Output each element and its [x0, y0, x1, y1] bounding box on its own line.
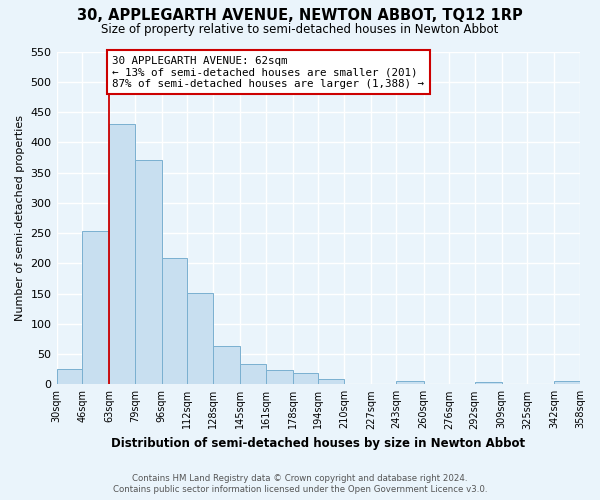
Bar: [135, 160, 162, 384]
Bar: [318, 380, 344, 384]
Text: Contains HM Land Registry data © Crown copyright and database right 2024.
Contai: Contains HM Land Registry data © Crown c…: [113, 474, 487, 494]
Text: 30, APPLEGARTH AVENUE, NEWTON ABBOT, TQ12 1RP: 30, APPLEGARTH AVENUE, NEWTON ABBOT, TQ1…: [77, 8, 523, 22]
Bar: [554, 382, 580, 384]
Bar: [397, 382, 424, 384]
Bar: [162, 258, 187, 384]
Bar: [266, 370, 293, 384]
Bar: [293, 373, 318, 384]
Bar: [475, 382, 502, 384]
Bar: [187, 293, 213, 384]
Bar: [109, 124, 135, 384]
X-axis label: Distribution of semi-detached houses by size in Newton Abbot: Distribution of semi-detached houses by …: [111, 437, 526, 450]
Bar: [240, 364, 266, 384]
Text: Size of property relative to semi-detached houses in Newton Abbot: Size of property relative to semi-detach…: [101, 22, 499, 36]
Text: 30 APPLEGARTH AVENUE: 62sqm
← 13% of semi-detached houses are smaller (201)
87% : 30 APPLEGARTH AVENUE: 62sqm ← 13% of sem…: [112, 56, 424, 89]
Y-axis label: Number of semi-detached properties: Number of semi-detached properties: [15, 115, 25, 321]
Bar: [213, 346, 240, 385]
Bar: [56, 369, 82, 384]
Bar: [82, 231, 109, 384]
